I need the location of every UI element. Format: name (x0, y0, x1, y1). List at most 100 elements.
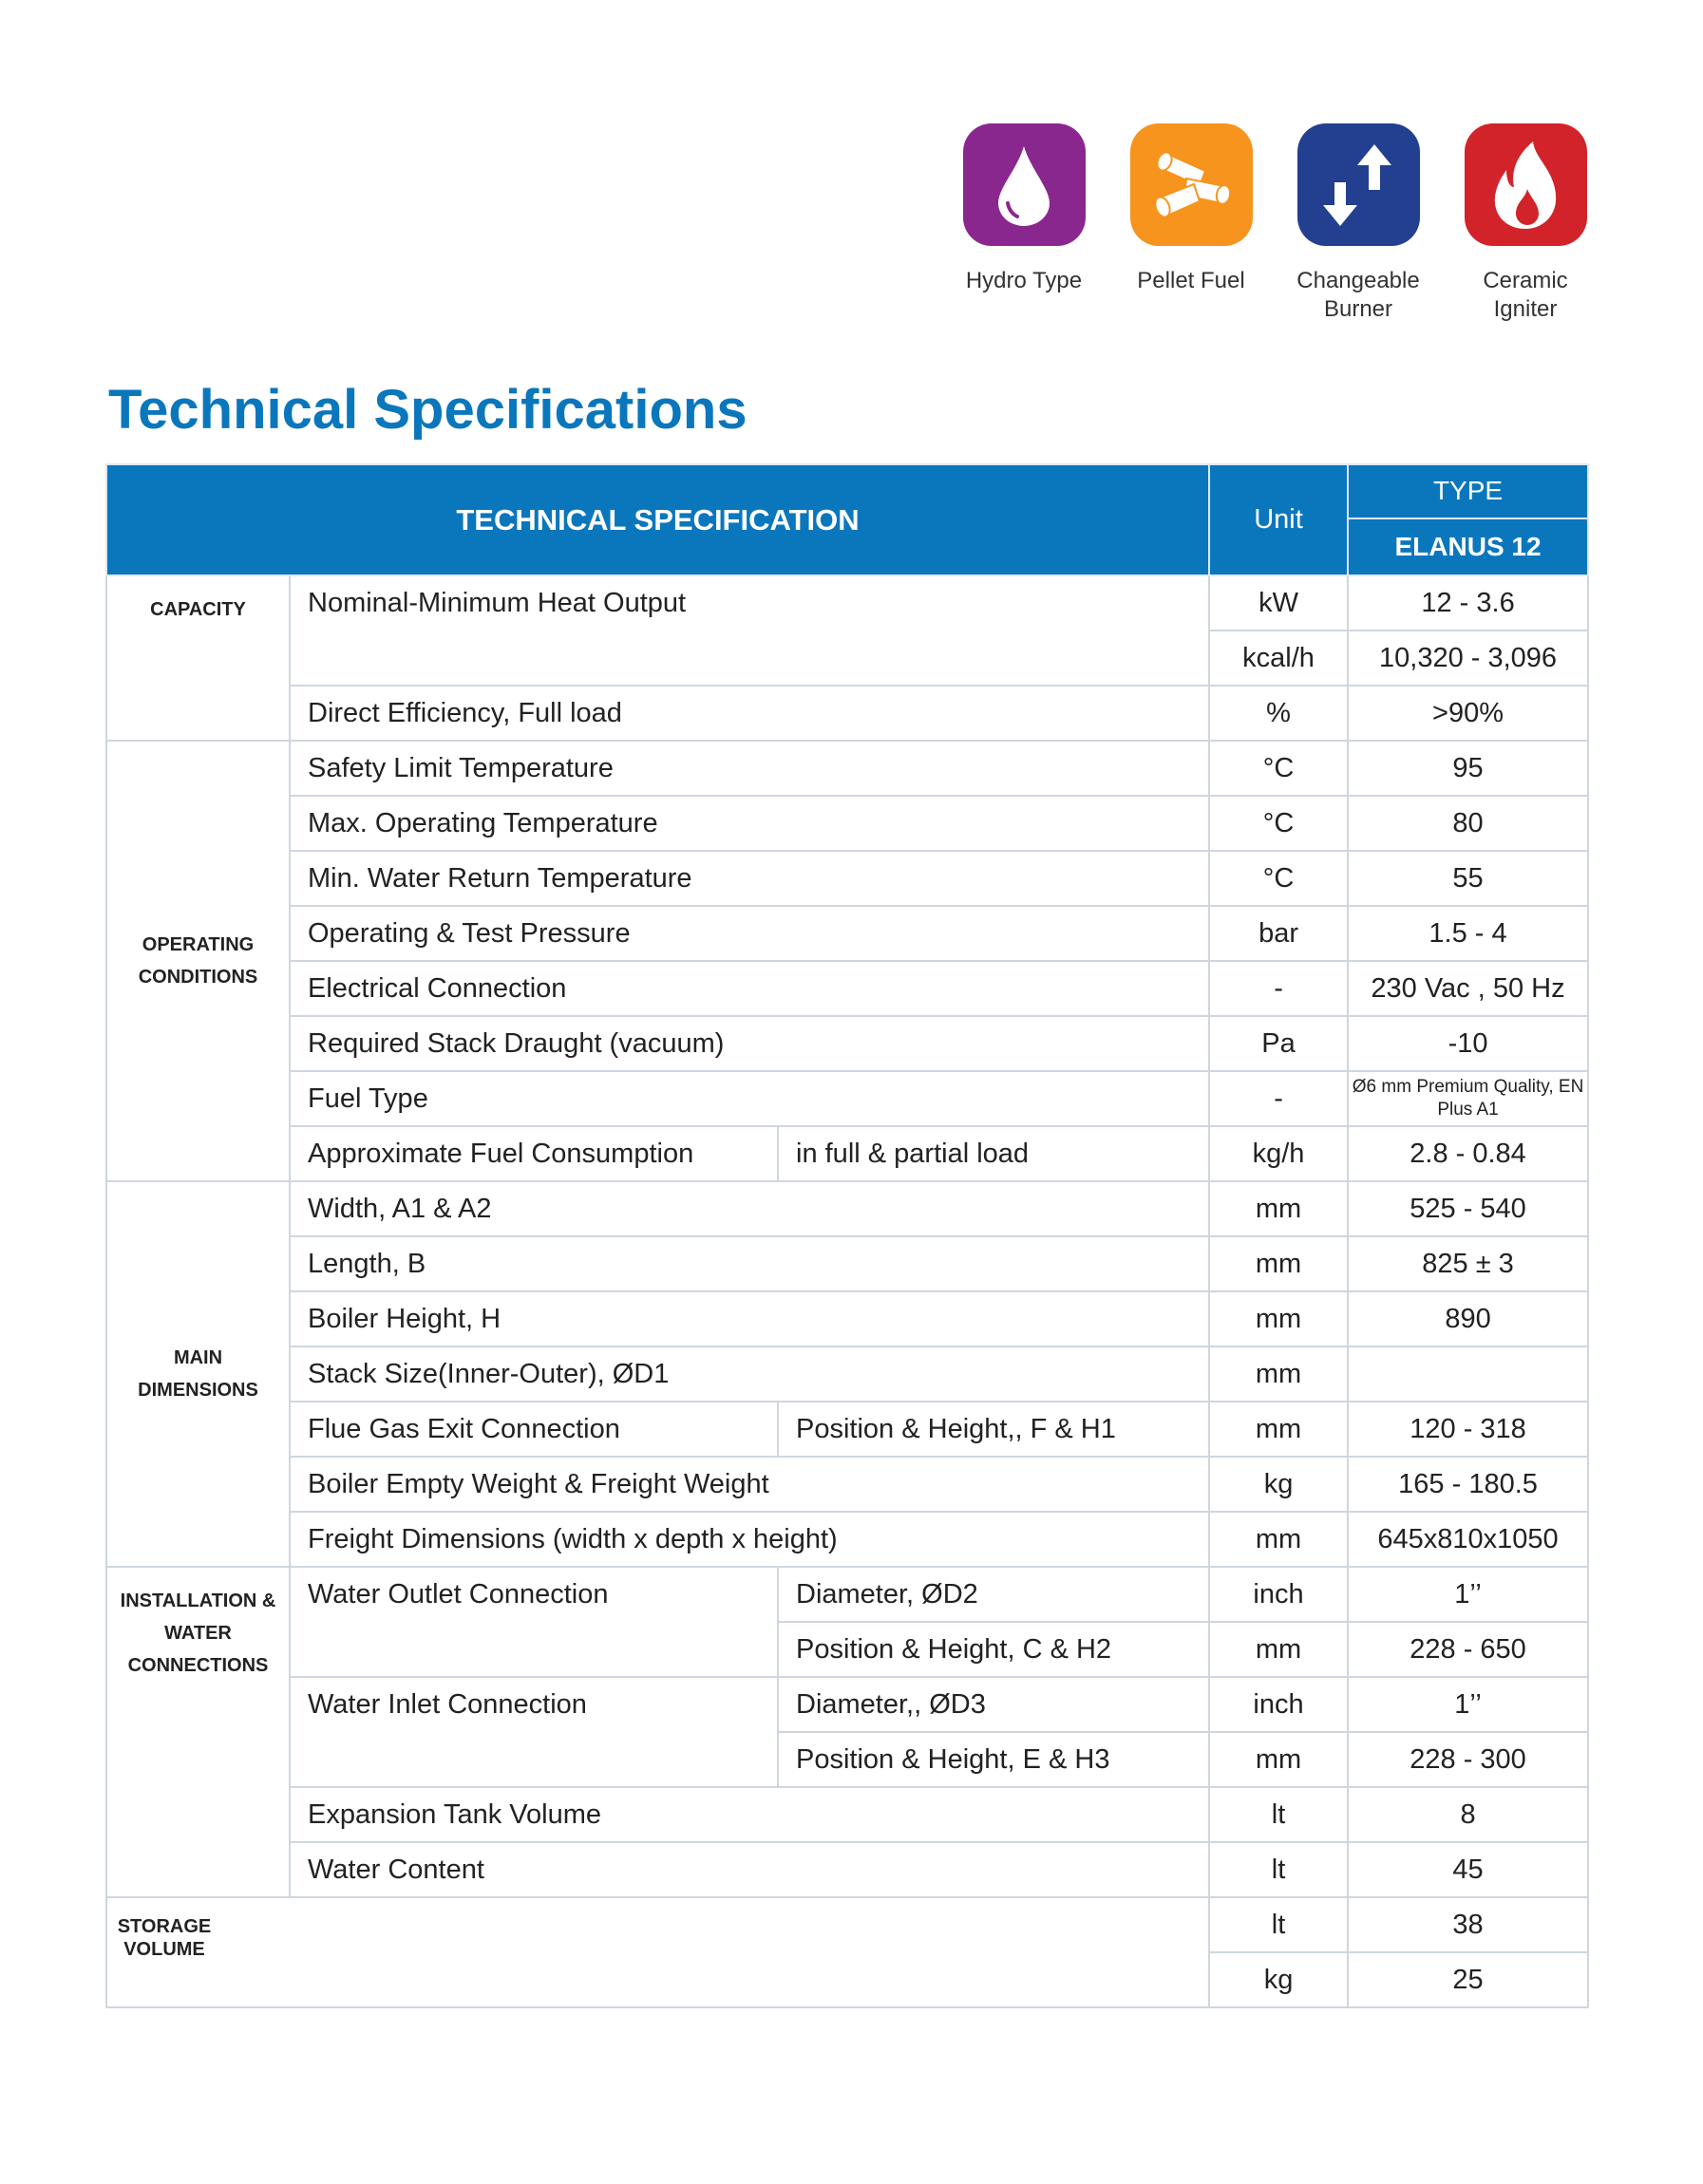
table-row: Flue Gas Exit Connection Position & Heigh… (106, 1401, 1590, 1458)
table-row: kg 25 (106, 1951, 1590, 2008)
spec-sublabel: Diameter, ØD2 (776, 1566, 1211, 1623)
spec-label: Water Outlet Connection (289, 1566, 779, 1678)
spec-label: Width, A1 & A2 (288, 1180, 1211, 1237)
feature-arrows-up-down: Changeable Burner (1275, 123, 1442, 324)
spec-unit: kg (1208, 1456, 1350, 1513)
spec-value: 12 - 3.6 (1347, 574, 1590, 631)
spec-unit: % (1208, 685, 1350, 742)
category-text: OPERATING CONDITIONS (138, 934, 258, 988)
feature-label: Hydro Type (965, 268, 1083, 293)
pellets-icon (1129, 123, 1253, 246)
feature-label: Changeable Burner (1296, 268, 1420, 322)
category-text: INSTALLATION & WATER CONNECTIONS (120, 1591, 276, 1676)
spec-value: 120 - 318 (1347, 1401, 1590, 1458)
table-row: kcal/h 10,320 - 3,096 (106, 630, 1590, 687)
spec-label: Fuel Type (288, 1070, 1211, 1127)
spec-label: Boiler Empty Weight & Freight Weight (288, 1456, 1211, 1513)
table-row: MAIN DIMENSIONS Width, A1 & A2 mm 525 - 540 (105, 1180, 1590, 1568)
spec-label: Required Stack Draught (vacuum) (288, 1015, 1211, 1072)
spec-label: Freight Dimensions (width x depth x heig… (288, 1511, 1211, 1568)
table-row: INSTALLATION & WATER CONNECTIONS Water Ou… (105, 1566, 1590, 1898)
spec-label: Max. Operating Temperature (288, 795, 1211, 852)
table-row: Stack Size(Inner-Outer), ØD1 mm (106, 1346, 1590, 1403)
spec-label: Min. Water Return Temperature (288, 850, 1211, 907)
spec-value (1347, 1346, 1590, 1403)
spec-unit: mm (1208, 1511, 1350, 1568)
spec-value: Ø6 mm Premium Quality, EN Plus A1 (1347, 1070, 1590, 1127)
category-text: MAIN DIMENSIONS (138, 1347, 258, 1401)
spec-sublabel: in full & partial load (776, 1125, 1211, 1182)
spec-label: Operating & Test Pressure (288, 905, 1211, 962)
spec-value: 230 Vac , 50 Hz (1347, 960, 1590, 1017)
category-label: STORAGE VOLUME (104, 1896, 1211, 2008)
spec-value: 95 (1347, 740, 1590, 797)
table-row: Min. Water Return Temperature °C 55 (106, 850, 1590, 907)
table-row: Approximate Fuel Consumption in full & pa… (106, 1125, 1590, 1182)
spec-value: >90% (1347, 685, 1590, 742)
spec-value: 825 ± 3 (1347, 1235, 1590, 1292)
spec-unit: bar (1208, 905, 1350, 962)
table-row: Expansion Tank Volume lt 8 (106, 1786, 1590, 1843)
table-row: Operating & Test Pressure bar 1.5 - 4 (106, 905, 1590, 962)
header-model: ELANUS 12 (1347, 517, 1590, 577)
category-text: STORAGE VOLUME (117, 1916, 212, 1960)
water-drop-icon (962, 123, 1086, 246)
spec-sublabel: Position & Height,, F & H1 (776, 1401, 1211, 1458)
spec-label: Stack Size(Inner-Outer), ØD1 (288, 1346, 1211, 1403)
spec-unit: lt (1208, 1786, 1350, 1843)
spec-value: 25 (1347, 1951, 1590, 2008)
table-row: OPERATING CONDITIONS Safety Limit Tempera… (105, 740, 1590, 1182)
table-row: Position & Height, C & H2 mm 228 - 650 (106, 1621, 1590, 1678)
table-row: Boiler Empty Weight & Freight Weight kg 16… (106, 1456, 1590, 1513)
spec-label: Length, B (288, 1235, 1211, 1292)
spec-unit: mm (1208, 1401, 1350, 1458)
feature-label: Pellet Fuel (1137, 268, 1245, 293)
spec-value: 525 - 540 (1347, 1180, 1590, 1237)
spec-value: 1’’ (1347, 1566, 1590, 1623)
spec-unit: inch (1208, 1566, 1350, 1623)
spec-unit: °C (1208, 795, 1350, 852)
feature-pellets: Pellet Fuel (1107, 123, 1275, 324)
feature-icons: Hydro Type Pellet Fuel Changeable Burner… (940, 123, 1609, 324)
arrows-up-down-icon (1296, 123, 1420, 246)
spec-label: Expansion Tank Volume (288, 1786, 1211, 1843)
spec-value: 2.8 - 0.84 (1347, 1125, 1590, 1182)
spec-unit: - (1208, 1070, 1350, 1127)
table-row: Direct Efficiency, Full load% >90% (106, 685, 1590, 742)
spec-unit: °C (1208, 850, 1350, 907)
spec-unit: lt (1208, 1896, 1350, 1953)
spec-value: 8 (1347, 1786, 1590, 1843)
spec-label: Water Inlet Connection (289, 1676, 779, 1788)
spec-table: TECHNICAL SPECIFICATION Unit TYPE ELANUS… (104, 463, 1590, 2008)
spec-value: 1’’ (1347, 1676, 1590, 1733)
spec-unit: Pa (1208, 1015, 1350, 1072)
spec-value: 55 (1347, 850, 1590, 907)
spec-label: Safety Limit Temperature (288, 740, 1211, 797)
spec-unit: mm (1208, 1731, 1350, 1788)
spec-value: 228 - 300 (1347, 1731, 1590, 1788)
spec-unit: mm (1208, 1235, 1350, 1292)
spec-value: 890 (1347, 1290, 1590, 1347)
header-unit: Unit (1208, 463, 1350, 576)
flame-icon (1464, 123, 1587, 246)
table-row: Fuel Type - Ø6 mm Premium Quality, EN Plus… (106, 1070, 1590, 1127)
header-type: TYPE (1347, 463, 1590, 519)
spec-label: Boiler Height, H (288, 1290, 1211, 1347)
spec-unit: - (1208, 960, 1350, 1017)
category-label: MAIN DIMENSIONS (105, 1180, 291, 1568)
header-spec: TECHNICAL SPECIFICATION (104, 463, 1211, 576)
table-row: Electrical Connection -230 Vac , 50 Hz (106, 960, 1590, 1017)
spec-unit: mm (1208, 1621, 1350, 1678)
spec-unit: kg/h (1208, 1125, 1350, 1182)
spec-value: 45 (1347, 1841, 1590, 1898)
table-row: STORAGE VOLUME lt 38 (104, 1896, 1590, 2008)
spec-sublabel: Position & Height, E & H3 (776, 1731, 1211, 1788)
spec-label: Electrical Connection (288, 960, 1211, 1017)
spec-unit: inch (1208, 1676, 1350, 1733)
spec-value: 80 (1347, 795, 1590, 852)
spec-sublabel: Diameter,, ØD3 (776, 1676, 1211, 1733)
table-row: Position & Height, E & H3 mm 228 - 300 (106, 1731, 1590, 1788)
feature-flame: Ceramic Igniter (1442, 123, 1609, 324)
